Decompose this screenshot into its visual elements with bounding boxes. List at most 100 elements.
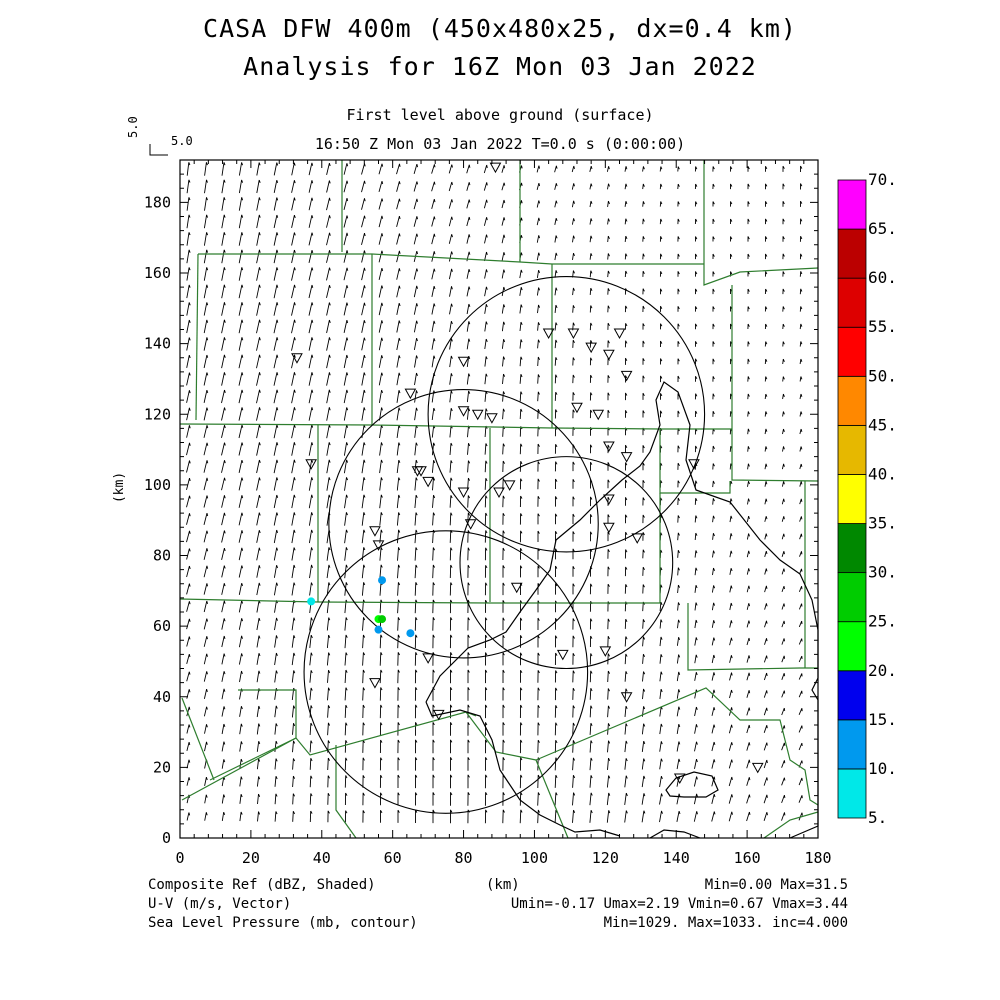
reflectivity-cell bbox=[378, 576, 387, 585]
y-tick-label: 20 bbox=[153, 758, 171, 776]
colorbar-label: 50. bbox=[868, 366, 897, 385]
x-tick-label: 20 bbox=[242, 849, 260, 867]
axis-ticks bbox=[179, 160, 819, 839]
colorbar-segment bbox=[837, 523, 867, 574]
footer-stats-1: Min=0.00 Max=31.5 bbox=[704, 877, 848, 893]
pressure-contour bbox=[665, 771, 719, 798]
footer-field-2: U-V (m/s, Vector) bbox=[148, 896, 292, 912]
station-marker bbox=[369, 526, 381, 537]
y-tick-label: 180 bbox=[144, 193, 171, 211]
station-marker bbox=[415, 466, 427, 477]
station-marker bbox=[510, 582, 523, 594]
station-marker bbox=[688, 459, 700, 470]
station-marker bbox=[620, 370, 633, 382]
station-marker bbox=[422, 653, 434, 664]
radar-range-ring bbox=[303, 530, 589, 814]
colorbar-segment bbox=[837, 326, 867, 377]
station-marker bbox=[599, 646, 612, 657]
station-marker bbox=[567, 328, 580, 340]
radar-range-ring bbox=[459, 456, 674, 670]
x-tick-label: 160 bbox=[734, 849, 761, 867]
y-tick-label: 160 bbox=[144, 264, 171, 282]
colorbar-segment bbox=[837, 572, 867, 623]
colorbar-segment bbox=[837, 277, 867, 328]
colorbar-segment bbox=[837, 375, 867, 426]
station-marker bbox=[411, 466, 424, 477]
station-marker bbox=[620, 692, 633, 703]
radar-range-ring bbox=[328, 388, 599, 659]
station-marker bbox=[404, 388, 417, 400]
station-marker bbox=[542, 328, 555, 340]
y-tick-label: 80 bbox=[153, 547, 171, 565]
station-marker bbox=[603, 522, 615, 534]
x-tick-label: 140 bbox=[663, 849, 690, 867]
county-line bbox=[763, 811, 819, 839]
county-line bbox=[209, 689, 297, 781]
station-marker bbox=[493, 487, 505, 498]
x-tick-label: 80 bbox=[455, 849, 473, 867]
reflectivity-cell bbox=[406, 629, 415, 638]
county-line bbox=[195, 253, 199, 421]
colorbar-label: 15. bbox=[868, 710, 897, 729]
station-marker bbox=[603, 349, 615, 361]
station-marker bbox=[457, 406, 470, 417]
colorbar-label: 60. bbox=[868, 268, 897, 287]
footer-stats-3: Min=1029. Max=1033. inc=4.000 bbox=[603, 915, 848, 931]
vector-reference-label: 5.0 bbox=[171, 134, 193, 148]
footer-field-3: Sea Level Pressure (mb, contour) bbox=[148, 915, 418, 931]
station-marker bbox=[486, 413, 498, 424]
colorbar-segment bbox=[837, 670, 867, 721]
y-tick-labels: 0 20 40 60 80 100 120 140 160 180 bbox=[144, 193, 171, 847]
pressure-contour bbox=[649, 829, 701, 839]
colorbar-label: 35. bbox=[868, 514, 897, 533]
x-tick-label: 180 bbox=[804, 849, 831, 867]
colorbar-label: 10. bbox=[868, 759, 897, 778]
station-marker bbox=[631, 533, 644, 544]
colorbar-label: 65. bbox=[868, 219, 897, 238]
level-label: First level above ground (surface) bbox=[346, 106, 654, 124]
station-marker bbox=[673, 773, 686, 784]
x-tick-labels: 0 20 40 60 80 100 120 140 160 180 bbox=[175, 849, 831, 867]
county-line bbox=[465, 711, 537, 761]
station-marker bbox=[751, 762, 764, 774]
observation-stations bbox=[291, 162, 764, 784]
x-tick-label: 0 bbox=[175, 849, 184, 867]
footer-field-1: Composite Ref (dBZ, Shaded) bbox=[148, 877, 376, 893]
radar-range-rings bbox=[303, 275, 706, 814]
station-marker bbox=[603, 441, 615, 453]
station-marker bbox=[556, 649, 569, 661]
colorbar-label: 55. bbox=[868, 317, 897, 336]
station-marker bbox=[457, 487, 470, 498]
title-line-2: Analysis for 16Z Mon 03 Jan 2022 bbox=[243, 52, 757, 81]
station-marker bbox=[585, 342, 598, 354]
county-line bbox=[179, 423, 732, 430]
x-tick-label: 100 bbox=[521, 849, 548, 867]
station-marker bbox=[571, 402, 583, 414]
reflectivity-cell bbox=[307, 597, 316, 606]
colorbar-label: 5. bbox=[868, 808, 887, 827]
station-marker bbox=[603, 494, 615, 506]
colorbar-label: 30. bbox=[868, 563, 897, 582]
station-marker bbox=[503, 480, 516, 491]
colorbar-label: 40. bbox=[868, 464, 897, 483]
colorbar-label: 20. bbox=[868, 661, 897, 680]
y-tick-label: 120 bbox=[144, 405, 171, 423]
colorbar-label: 45. bbox=[868, 415, 897, 434]
station-marker bbox=[592, 409, 605, 421]
station-marker bbox=[422, 476, 434, 488]
x-tick-label: 60 bbox=[384, 849, 402, 867]
county-line bbox=[181, 697, 215, 781]
station-marker bbox=[291, 353, 303, 364]
colorbar-segment bbox=[837, 228, 867, 279]
x-axis-label: (km) bbox=[486, 877, 520, 893]
station-marker bbox=[432, 709, 445, 721]
wind-vector-field bbox=[186, 162, 803, 824]
pressure-contour bbox=[425, 381, 819, 839]
title-line-1: CASA DFW 400m (450x480x25, dx=0.4 km) bbox=[203, 14, 797, 43]
colorbar-label: 25. bbox=[868, 612, 897, 631]
x-tick-label: 120 bbox=[592, 849, 619, 867]
y-tick-label: 40 bbox=[153, 688, 171, 706]
colorbar-segment bbox=[837, 719, 867, 770]
colorbar-label: 70. bbox=[868, 170, 897, 189]
